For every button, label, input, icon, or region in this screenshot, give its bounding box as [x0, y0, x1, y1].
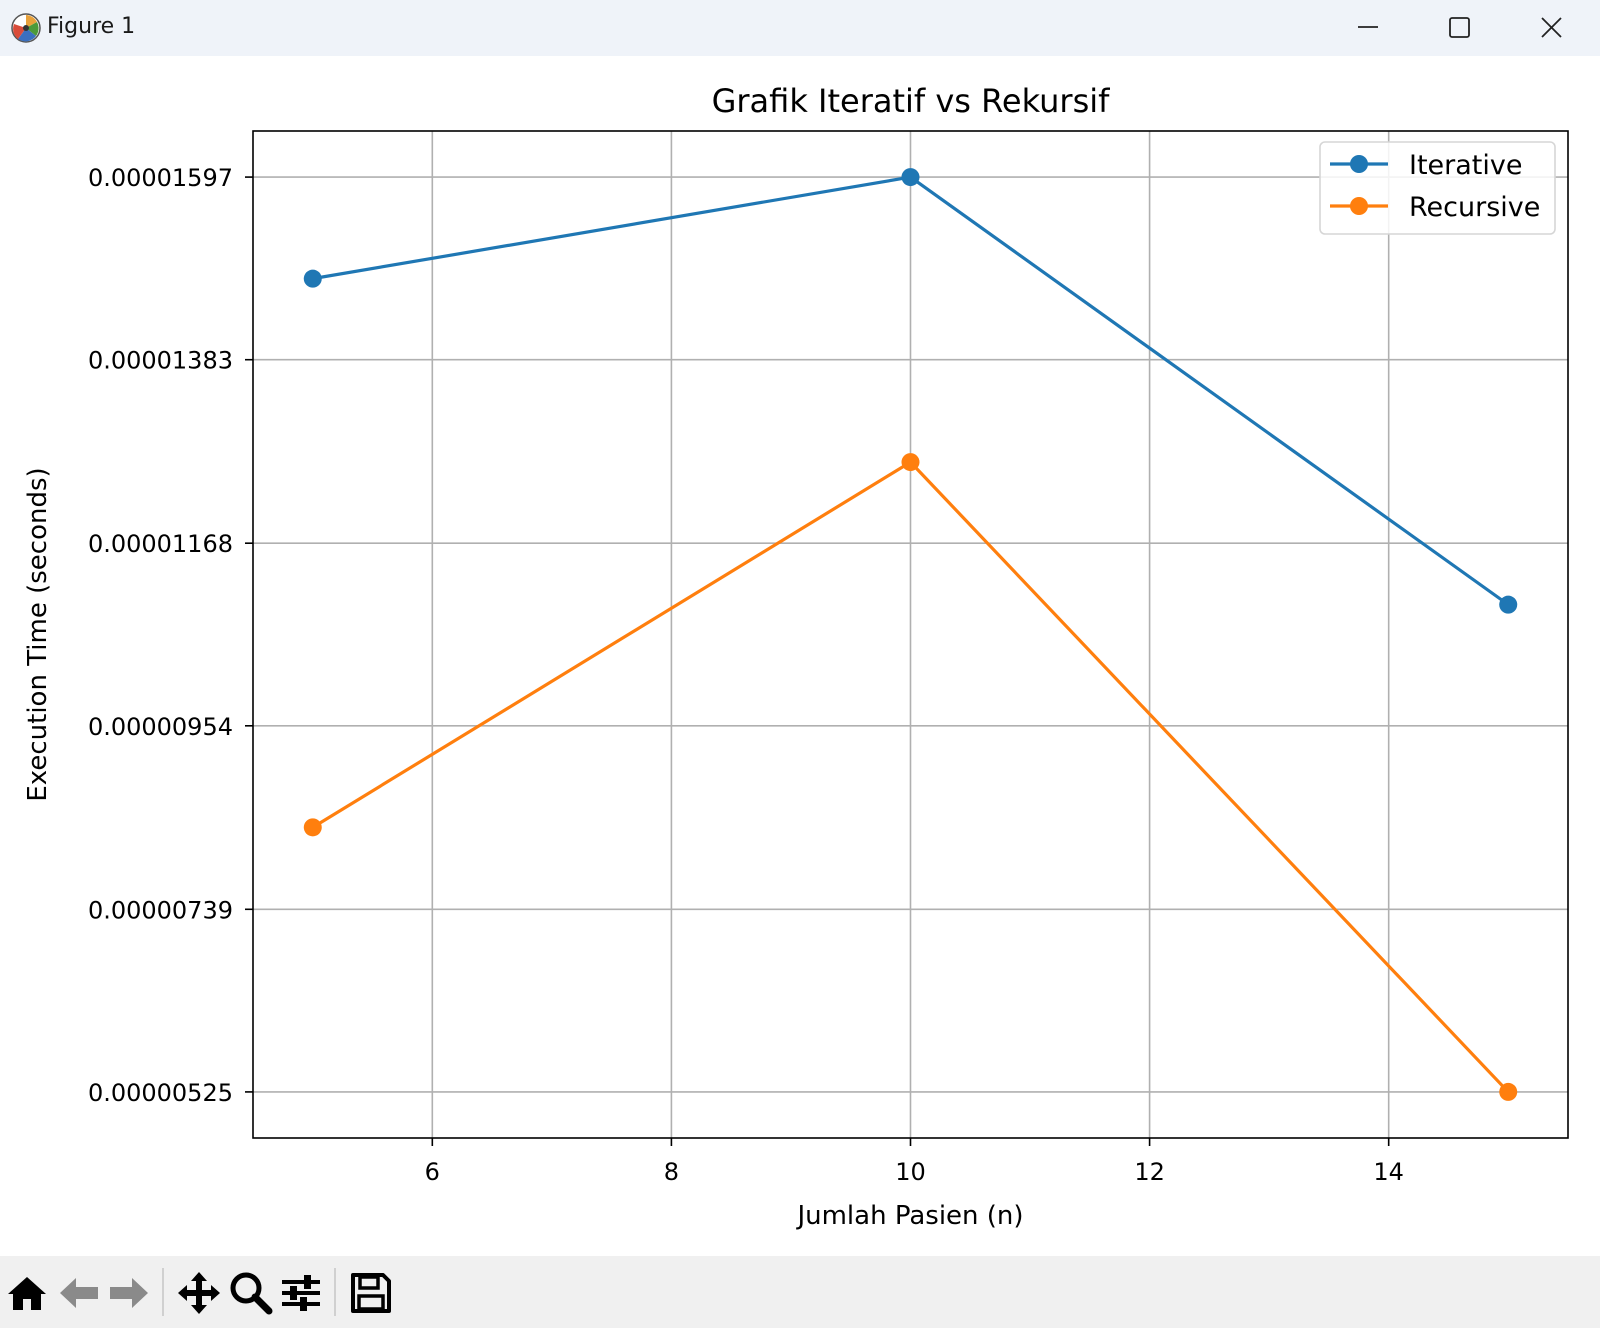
- maximize-icon: [1449, 17, 1470, 38]
- configure-subplots-button[interactable]: [278, 1270, 324, 1316]
- legend-label: Iterative: [1409, 150, 1522, 181]
- y-axis-ticks: 0.00000525 0.00000739 0.00000954 0.00001168…: [88, 164, 253, 1107]
- legend: Iterative Recursive: [1319, 141, 1556, 235]
- y-tick-label: 0.00001383: [88, 347, 233, 375]
- figure-canvas[interactable]: Grafik Iteratif vs Rekursif 6 8 10 12 14 0.0…: [0, 56, 1600, 1256]
- line-chart: Grafik Iteratif vs Rekursif 6 8 10 12 14 0.0…: [23, 82, 1569, 1231]
- navigation-toolbar: [0, 1256, 1600, 1328]
- minimize-button[interactable]: [1322, 0, 1414, 56]
- forward-button[interactable]: [106, 1270, 152, 1316]
- x-axis-label: Jumlah Pasien (n): [795, 1201, 1023, 1231]
- series-recursive: [303, 453, 1518, 1101]
- series-layer: [303, 168, 1518, 1101]
- home-button[interactable]: [4, 1270, 50, 1316]
- y-tick-label: 0.00000525: [88, 1079, 233, 1107]
- legend-label: Recursive: [1409, 192, 1540, 223]
- toolbar-separator: [162, 1268, 164, 1316]
- grid-lines: [253, 131, 1568, 1138]
- title-bar: Figure 1: [0, 0, 1600, 56]
- y-tick-label: 0.00000954: [88, 713, 233, 741]
- save-icon: [351, 1273, 391, 1313]
- data-point: [303, 818, 322, 837]
- data-point: [1499, 595, 1518, 614]
- data-point: [901, 453, 920, 472]
- x-tick-label: 6: [425, 1158, 440, 1186]
- legend-marker: [1350, 155, 1368, 173]
- x-tick-label: 8: [664, 1158, 679, 1186]
- legend-item: Recursive: [1330, 192, 1540, 223]
- matplotlib-app-icon: [11, 13, 41, 43]
- pan-icon: [178, 1272, 220, 1314]
- y-axis-label: Execution Time (seconds): [23, 467, 53, 801]
- save-button[interactable]: [348, 1270, 394, 1316]
- configure-subplots-icon: [282, 1275, 320, 1311]
- toolbar-separator: [334, 1268, 336, 1316]
- y-tick-label: 0.00000739: [88, 896, 233, 924]
- zoom-button[interactable]: [228, 1270, 274, 1316]
- data-point: [303, 269, 322, 288]
- close-icon: [1541, 17, 1562, 38]
- chart-title: Grafik Iteratif vs Rekursif: [712, 82, 1111, 120]
- y-tick-label: 0.00001168: [88, 530, 233, 558]
- legend-marker: [1350, 197, 1368, 215]
- series-iterative: [303, 168, 1518, 614]
- home-icon: [8, 1277, 46, 1310]
- y-tick-label: 0.00001597: [88, 164, 233, 192]
- back-button[interactable]: [56, 1270, 102, 1316]
- forward-arrow-icon: [110, 1278, 148, 1308]
- close-button[interactable]: [1506, 0, 1598, 56]
- legend-item: Iterative: [1330, 150, 1522, 181]
- window-title: Figure 1: [47, 14, 136, 39]
- zoom-icon: [230, 1272, 273, 1315]
- x-tick-label: 12: [1134, 1158, 1165, 1186]
- x-axis-ticks: 6 8 10 12 14: [425, 1138, 1404, 1186]
- back-arrow-icon: [60, 1278, 98, 1308]
- maximize-button[interactable]: [1414, 0, 1506, 56]
- x-tick-label: 10: [895, 1158, 926, 1186]
- minimize-icon: [1358, 26, 1378, 28]
- pan-button[interactable]: [176, 1270, 222, 1316]
- x-tick-label: 14: [1373, 1158, 1404, 1186]
- data-point: [901, 168, 920, 187]
- data-point: [1499, 1082, 1518, 1101]
